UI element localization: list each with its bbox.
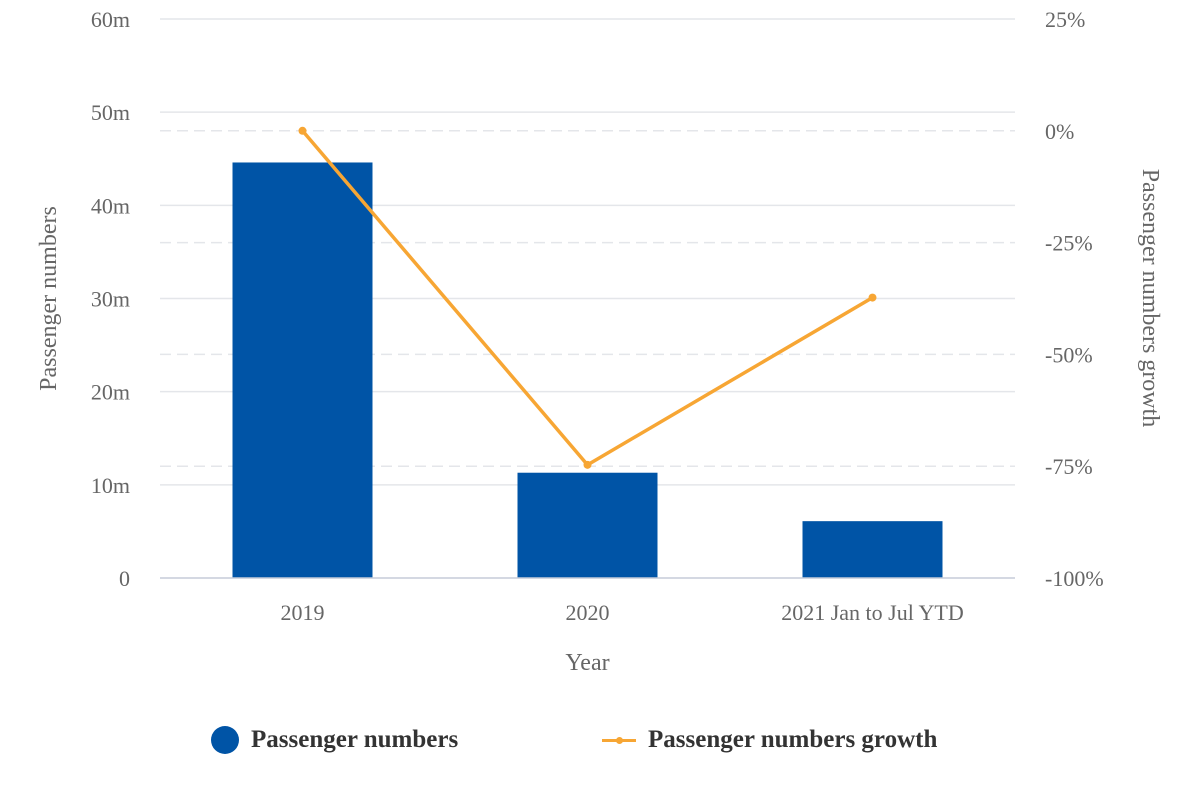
legend-item-passenger-numbers-growth[interactable]: Passenger numbers growth [602,718,937,762]
y2-tick-label: -100% [1045,566,1104,591]
bar-series [232,162,943,578]
line-point [868,293,877,302]
right-axis-title: Passenger numbers growth [1137,169,1163,428]
y-tick-label: 50m [91,100,130,125]
left-axis-title: Passenger numbers [36,206,62,391]
right-axis-ticks: -100% -75% -50% -25% 0% 25% [1045,7,1104,591]
bar [517,472,658,578]
y-tick-label: 0 [119,566,130,591]
x-tick-label: 2020 [566,600,610,625]
y2-tick-label: 0% [1045,119,1074,144]
line-point [298,126,307,135]
chart: 0 10m 20m 30m 40m 50m 60m -100% -75% -50% -25% 0% 2… [36,7,1163,676]
y2-tick-label: -75% [1045,454,1093,479]
y-tick-label: 40m [91,193,130,218]
y-tick-label: 10m [91,473,130,498]
y2-tick-label: -50% [1045,342,1093,367]
legend: Passenger numbers Passenger numbers grow… [0,718,1200,762]
x-tick-label: 2019 [281,600,325,625]
y-tick-label: 60m [91,7,130,32]
bar [802,521,943,578]
legend-label-passenger-numbers: Passenger numbers [251,726,459,753]
x-tick-label: 2021 Jan to Jul YTD [781,600,964,625]
legend-item-passenger-numbers[interactable]: Passenger numbers [211,718,458,762]
bar [232,162,373,578]
y-tick-label: 30m [91,287,130,312]
y2-tick-label: -25% [1045,231,1093,256]
y2-tick-label: 25% [1045,7,1085,32]
line-series [298,126,877,469]
x-axis-ticks: 2019 2020 2021 Jan to Jul YTD [281,600,964,625]
legend-label-passenger-numbers-growth: Passenger numbers growth [648,726,938,753]
x-axis-title: Year [565,650,609,676]
legend-bar-swatch [211,726,239,754]
line-point [583,460,592,469]
y-tick-label: 20m [91,380,130,405]
left-axis-ticks: 0 10m 20m 30m 40m 50m 60m [91,7,130,591]
legend-line-swatch [602,731,636,749]
